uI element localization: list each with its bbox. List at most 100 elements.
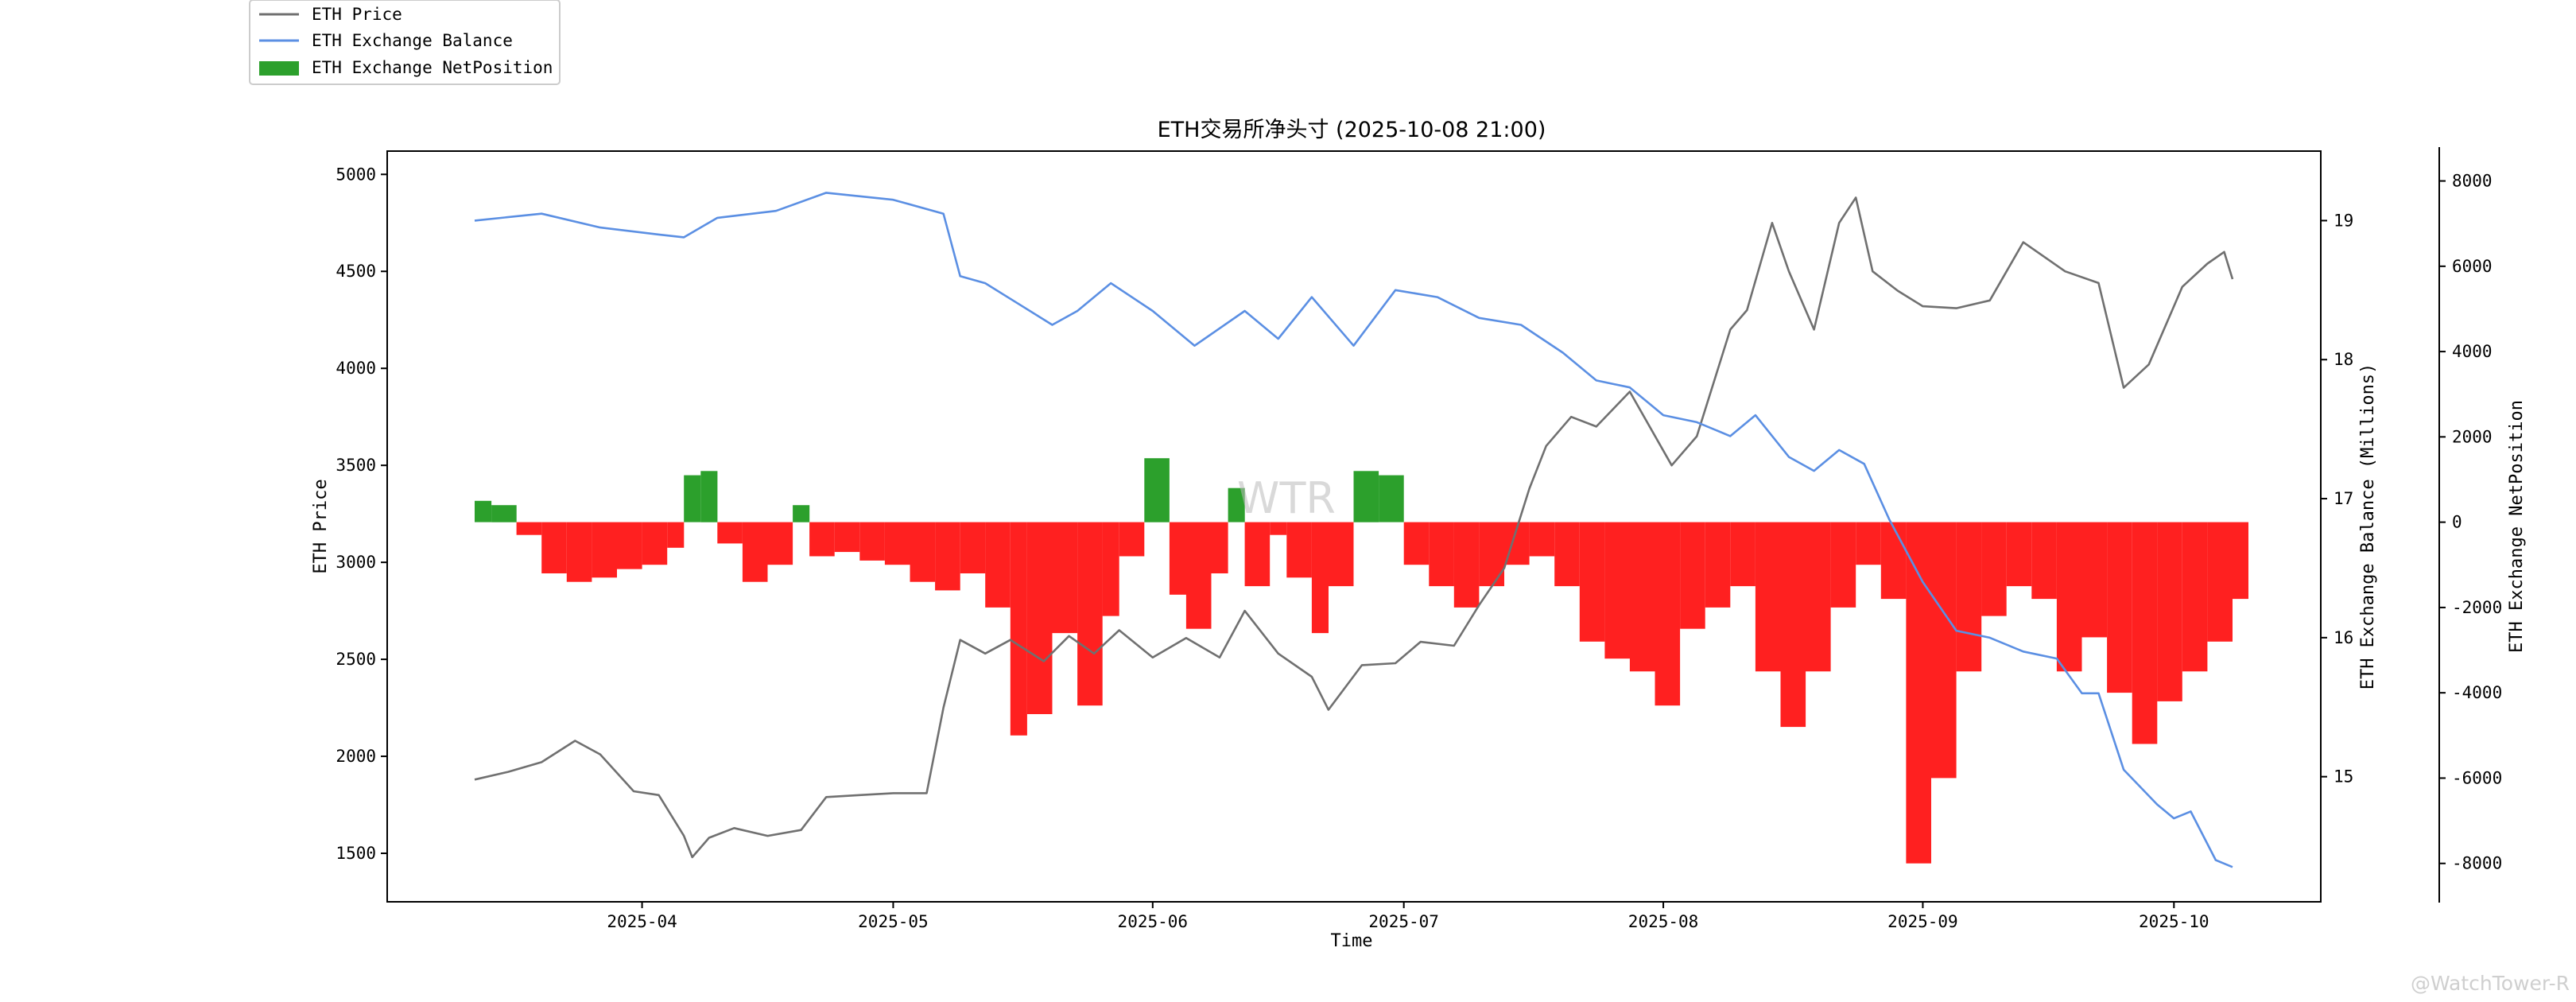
- plot-frame: [386, 150, 2322, 903]
- right1-tick-label: 18: [2334, 350, 2353, 369]
- left-tick-label: 3000: [336, 553, 376, 572]
- netposition-bar: [1604, 522, 1630, 659]
- right-y-axis-balance: 15 16 17 18 19: [2321, 211, 2353, 786]
- netposition-bar: [642, 522, 668, 565]
- netposition-bar: [1856, 522, 1881, 565]
- netposition-bar: [1880, 522, 1907, 600]
- right-y-axis-netposition: -8000 -6000 -4000 -2000 0 2000 4000 6000 8000: [2439, 172, 2502, 873]
- netposition-bar: [1806, 522, 1831, 672]
- x-tick-label: 2025-09: [1887, 912, 1958, 931]
- netposition-bar: [592, 522, 617, 578]
- netposition-bar: [566, 522, 592, 582]
- netposition-bar: [809, 522, 835, 557]
- netposition-bar: [1655, 522, 1681, 706]
- right1-tick-label: 15: [2334, 767, 2353, 786]
- netposition-bar: [2006, 522, 2032, 587]
- netposition-bar: [1353, 471, 1379, 522]
- netposition-bar: [1453, 522, 1480, 608]
- x-tick-label: 2025-06: [1118, 912, 1189, 931]
- netposition-bar: [884, 522, 910, 565]
- left-y-axis: 1500 2000 2500 3000 3500 4000 4500 5000: [336, 165, 387, 863]
- price-line-layer: [474, 196, 2234, 859]
- plot-watermark: WTR: [1237, 473, 1336, 523]
- netposition-bar: [1981, 522, 2007, 616]
- netposition-bar: [1311, 522, 1329, 634]
- netposition-bar: [960, 522, 986, 573]
- right2-tick-label: -4000: [2452, 683, 2502, 702]
- netposition-bar: [1780, 522, 1806, 728]
- price-line: [474, 196, 2234, 859]
- netposition-bar: [1010, 522, 1027, 736]
- netposition-bar: [2132, 522, 2158, 744]
- netposition-bar: [793, 505, 810, 522]
- netposition-bar: [1211, 522, 1228, 573]
- netposition-bar: [742, 522, 768, 582]
- x-tick-label: 2025-08: [1628, 912, 1699, 931]
- netposition-bar: [1554, 522, 1580, 587]
- netposition-bar: [1270, 522, 1287, 535]
- x-tick-label: 2025-05: [858, 912, 929, 931]
- legend-box: [249, 0, 561, 85]
- right1-axis-label: ETH Exchange Balance (Millions): [2358, 363, 2378, 690]
- left-tick-label: 5000: [336, 165, 376, 184]
- netposition-bar: [1077, 522, 1103, 706]
- netposition-bar: [700, 471, 718, 522]
- right2-tick-label: 8000: [2452, 172, 2493, 191]
- netposition-bar: [935, 522, 960, 591]
- netposition-bar: [1579, 522, 1605, 642]
- netposition-bar: [1629, 522, 1655, 672]
- netposition-bar: [834, 522, 860, 553]
- balance-line-layer: [474, 192, 2233, 868]
- netposition-bar: [985, 522, 1011, 608]
- netposition-bar: [910, 522, 936, 582]
- netposition-bar: [2233, 522, 2248, 600]
- legend-label-price: ETH Price: [312, 5, 402, 24]
- right2-tick-label: 0: [2452, 513, 2462, 532]
- left-tick-label: 4500: [336, 262, 376, 281]
- left-tick-label: 2000: [336, 747, 376, 766]
- netposition-bar: [1026, 522, 1053, 714]
- netposition-bar: [491, 505, 517, 522]
- netposition-bar: [1228, 487, 1245, 522]
- right2-tick-label: -8000: [2452, 854, 2502, 873]
- netposition-bar: [2031, 522, 2057, 600]
- netposition-bar: [2157, 522, 2182, 701]
- netposition-bar: [541, 522, 567, 573]
- netposition-bars: [475, 458, 2248, 864]
- netposition-bar: [717, 522, 743, 544]
- balance-line: [474, 192, 2233, 868]
- x-axis: 2025-04 2025-05 2025-06 2025-07 2025-08 2025-…: [607, 902, 2209, 931]
- netposition-bar: [2207, 522, 2233, 642]
- netposition-bar: [2107, 522, 2132, 693]
- netposition-bar: [667, 522, 685, 548]
- left-tick-label: 1500: [336, 844, 376, 863]
- netposition-bar: [2081, 522, 2108, 638]
- chart-title: ETH交易所净头寸 (2025-10-08 21:00): [1158, 118, 1546, 142]
- left-axis-label: ETH Price: [311, 479, 331, 573]
- x-tick-label: 2025-07: [1368, 912, 1439, 931]
- netposition-bar: [1730, 522, 1755, 587]
- left-tick-label: 4000: [336, 359, 376, 378]
- netposition-bar: [617, 522, 642, 569]
- netposition-bar: [1244, 522, 1271, 587]
- netposition-bar: [1102, 522, 1119, 616]
- netposition-bar: [1052, 522, 1078, 634]
- netposition-bar: [1169, 522, 1186, 595]
- netposition-bar: [684, 475, 701, 522]
- netposition-bar: [2056, 522, 2082, 672]
- netposition-bar: [1755, 522, 1781, 672]
- netposition-bar: [1830, 522, 1856, 608]
- left-tick-label: 3500: [336, 456, 376, 475]
- legend: ETH Price ETH Exchange Balance ETH Excha…: [249, 0, 561, 85]
- netposition-bar: [1680, 522, 1705, 629]
- netposition-bar: [475, 500, 492, 522]
- netposition-bar: [1429, 522, 1454, 587]
- netposition-bar: [1479, 522, 1504, 587]
- netposition-bar: [1906, 522, 1931, 864]
- corner-watermark: @WatchTower-R: [2411, 972, 2570, 995]
- right2-axis-label: ETH Exchange NetPosition: [2507, 400, 2527, 653]
- netposition-bar: [1119, 522, 1145, 557]
- right2-tick-label: -6000: [2452, 768, 2502, 787]
- right1-tick-label: 19: [2334, 211, 2353, 230]
- netposition-bar: [1185, 522, 1212, 629]
